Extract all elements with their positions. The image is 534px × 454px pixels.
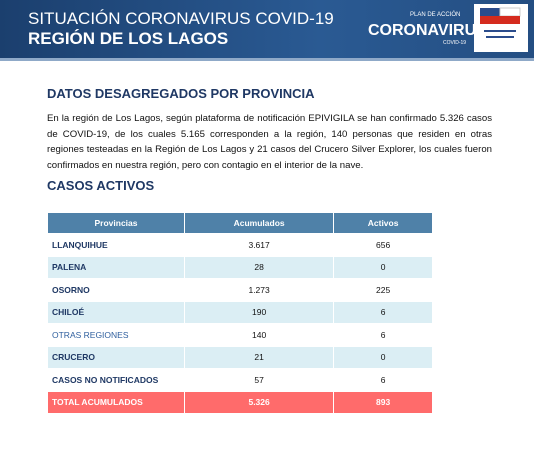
cell-value: 656 xyxy=(333,233,433,257)
cell-value: 225 xyxy=(333,278,433,302)
cell-value: 190 xyxy=(183,300,335,324)
brand-top: PLAN DE ACCIÓN xyxy=(410,12,461,18)
cell-value: 1.273 xyxy=(183,278,335,302)
table-row: CRUCERO 21 0 xyxy=(47,345,433,369)
cell-value: 0 xyxy=(333,345,433,369)
header-bar: SITUACIÓN CORONAVIRUS COVID-19 REGIÓN DE… xyxy=(0,0,534,61)
brand-bottom: COVID-19 xyxy=(443,40,467,46)
cell-value: 3.617 xyxy=(183,233,335,257)
paragraph: En la región de Los Lagos, según platafo… xyxy=(47,113,492,171)
cell-value: 140 xyxy=(183,323,335,347)
header-title: SITUACIÓN CORONAVIRUS COVID-19 xyxy=(28,9,334,28)
cell-value: 6 xyxy=(333,368,433,392)
table-row: CASOS NO NOTIFICADOS 57 6 xyxy=(47,368,433,392)
table-row: LLANQUIHUE 3.617 656 xyxy=(47,233,433,257)
column-header: Acumulados xyxy=(183,212,335,234)
column-header: Provincias xyxy=(47,212,185,234)
table-body: LLANQUIHUE 3.617 656 PALENA 28 0 OSORNO 1.273 22… xyxy=(47,233,433,414)
table-row: CHILOÉ 190 6 xyxy=(47,300,433,324)
total-label: TOTAL ACUMULADOS xyxy=(47,390,185,414)
row-label: OTRAS REGIONES xyxy=(47,323,185,347)
cell-value: 0 xyxy=(333,255,433,279)
table-row: OSORNO 1.273 225 xyxy=(47,278,433,302)
table-row: OTRAS REGIONES 140 6 xyxy=(47,323,433,347)
row-label: OSORNO xyxy=(47,278,185,302)
table-row: PALENA 28 0 xyxy=(47,255,433,279)
section-heading: DATOS DESAGREGADOS POR PROVINCIA xyxy=(47,86,315,101)
row-label: CHILOÉ xyxy=(47,300,185,324)
header-row: Provincias Acumulados Activos xyxy=(47,212,433,234)
column-header: Activos xyxy=(333,212,433,234)
total-row: TOTAL ACUMULADOS 5.326 893 xyxy=(47,390,433,414)
cases-table: Provincias Acumulados Activos LLANQUIHUE 3.6… xyxy=(47,212,433,414)
cell-value: 6 xyxy=(333,300,433,324)
row-label: PALENA xyxy=(47,255,185,279)
logo xyxy=(474,4,528,52)
cell-value: 57 xyxy=(183,368,335,392)
subheading: CASOS ACTIVOS xyxy=(47,178,155,193)
row-label: LLANQUIHUE xyxy=(47,233,185,257)
row-label: CRUCERO xyxy=(47,345,185,369)
cell-value: 28 xyxy=(183,255,335,279)
header-subtitle: REGIÓN DE LOS LAGOS xyxy=(28,29,229,48)
total-value: 893 xyxy=(333,390,433,414)
cell-value: 6 xyxy=(333,323,433,347)
cell-value: 21 xyxy=(183,345,335,369)
row-label: CASOS NO NOTIFICADOS xyxy=(47,368,185,392)
brand: CORONAVIRUS xyxy=(368,22,487,39)
total-value: 5.326 xyxy=(183,390,335,414)
